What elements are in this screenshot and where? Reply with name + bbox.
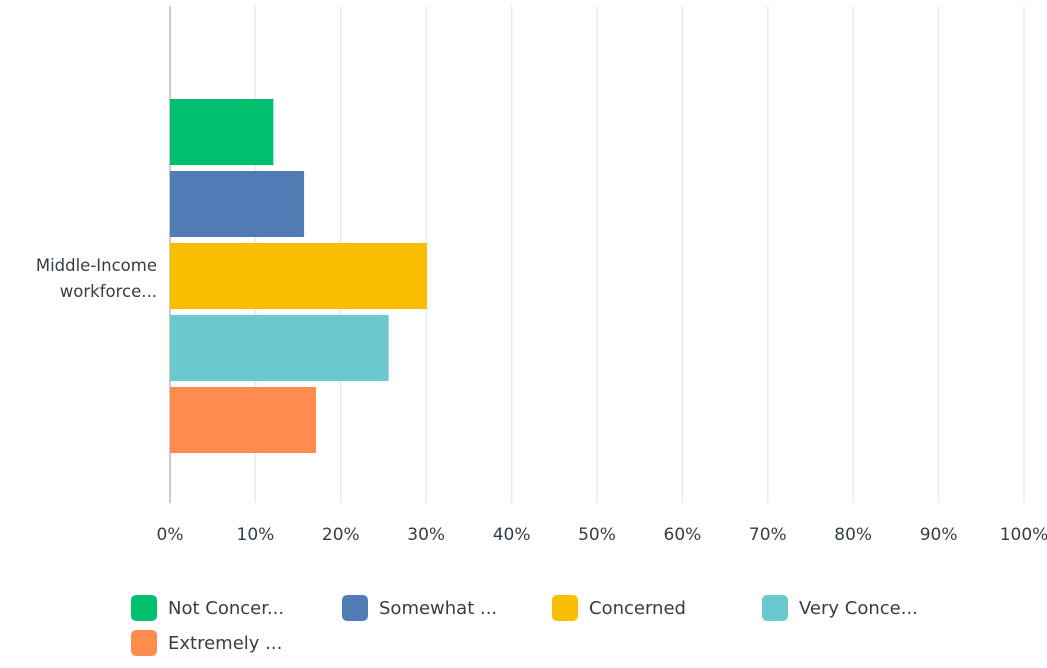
- legend-label: Extremely ...: [168, 632, 283, 654]
- legend-swatch: [552, 595, 578, 621]
- bar-2[interactable]: [170, 171, 305, 237]
- legend-label: Not Concer...: [168, 597, 285, 619]
- bar-5[interactable]: [170, 387, 317, 453]
- bar-3[interactable]: [170, 243, 428, 309]
- x-tick-label: 0%: [157, 525, 184, 545]
- legend-item[interactable]: Extremely ...: [131, 628, 282, 658]
- bars: [170, 99, 428, 453]
- legend-label: Very Conce...: [799, 597, 918, 619]
- legend-item[interactable]: Concerned: [552, 593, 686, 623]
- bar-1[interactable]: [170, 99, 274, 165]
- x-tick-label: 50%: [578, 525, 616, 545]
- x-tick-label: 60%: [664, 525, 702, 545]
- x-axis-ticks: 0% 10% 20% 30% 40% 50% 60% 70% 80% 90% 100%: [157, 525, 1047, 545]
- category-labels: Middle-Income workforce...: [36, 256, 157, 301]
- x-tick-label: 80%: [834, 525, 872, 545]
- legend-item[interactable]: Somewhat ...: [342, 593, 497, 623]
- bar-4[interactable]: [170, 315, 389, 381]
- legend-swatch: [131, 595, 157, 621]
- legend-swatch: [342, 595, 368, 621]
- bar-chart: 0% 10% 20% 30% 40% 50% 60% 70% 80% 90% 100% Middle…: [36, 6, 1047, 545]
- x-tick-label: 90%: [920, 525, 958, 545]
- category-label: Middle-Income: [36, 256, 157, 275]
- category-label: workforce...: [60, 282, 157, 301]
- x-tick-label: 40%: [493, 525, 531, 545]
- legend-label: Concerned: [589, 597, 686, 619]
- gridlines: [169, 6, 1025, 503]
- x-tick-label: 10%: [237, 525, 275, 545]
- legend-item[interactable]: Very Conce...: [762, 593, 918, 623]
- x-tick-label: 20%: [322, 525, 360, 545]
- x-tick-label: 70%: [749, 525, 787, 545]
- x-tick-label: 100%: [1000, 525, 1047, 545]
- legend-swatch: [762, 595, 788, 621]
- x-tick-label: 30%: [407, 525, 445, 545]
- legend-label: Somewhat ...: [379, 597, 498, 619]
- legend-swatch: [131, 630, 157, 656]
- legend-item[interactable]: Not Concer...: [131, 593, 284, 623]
